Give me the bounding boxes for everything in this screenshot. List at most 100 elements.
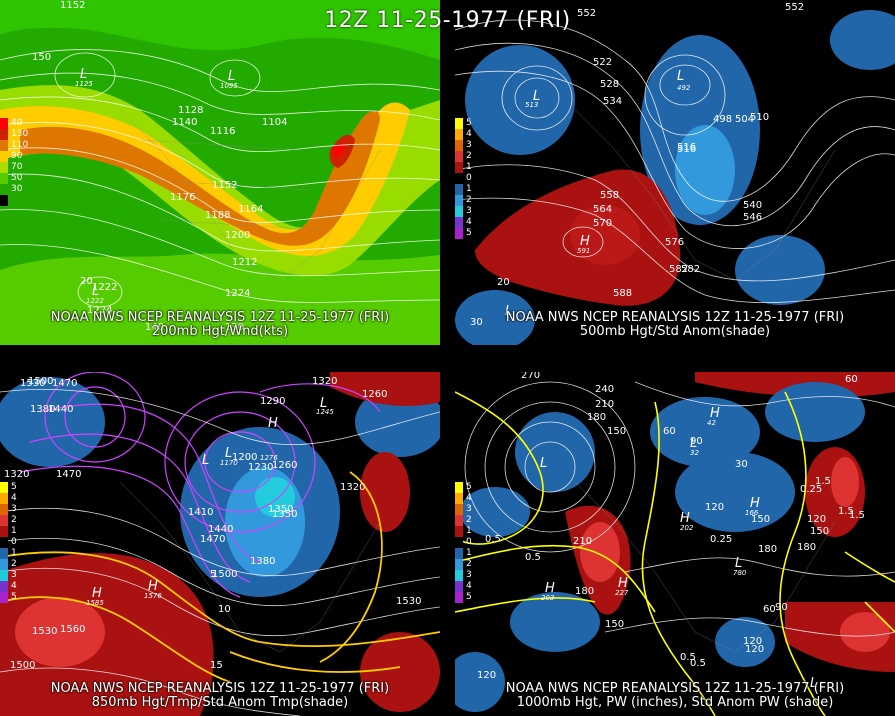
- contour-label: 1470: [52, 378, 77, 389]
- contour-label: 120: [705, 502, 724, 513]
- contour-label: 60: [845, 374, 858, 385]
- contour-label: 1440: [208, 524, 233, 535]
- low-value: 1222: [86, 297, 104, 305]
- legend-label: 2: [11, 559, 17, 569]
- panel-850mb: 1530 1500 1470 1440 1380 1290 1260 1320 1320 1200…: [0, 372, 440, 716]
- high-value: 166: [745, 509, 759, 517]
- legend-label: 3: [466, 570, 472, 580]
- contour-label: 1212: [232, 257, 257, 268]
- low-marker: L: [80, 67, 87, 82]
- contour-label: 1176: [170, 192, 195, 203]
- contour-label: 1260: [272, 460, 297, 471]
- legend-row: 2: [455, 559, 472, 570]
- contour-label: 1440: [48, 404, 73, 415]
- contour-label: 552: [577, 8, 596, 19]
- contour-label: 210: [595, 399, 614, 410]
- contour-label: 588: [613, 288, 632, 299]
- legend-swatch: [455, 526, 463, 537]
- high-marker: H: [580, 234, 590, 249]
- legend-row: 2: [455, 151, 472, 162]
- legend-label: 40: [11, 118, 23, 128]
- legend-swatch: [0, 515, 8, 526]
- contour-label: 150: [605, 619, 624, 630]
- legend-swatch: [455, 184, 463, 195]
- legend-swatch: [0, 162, 8, 173]
- contour-label: 1290: [260, 396, 285, 407]
- legend-label: 5: [466, 228, 472, 238]
- contour-label: 140: [145, 322, 164, 333]
- low-marker: L: [810, 676, 817, 691]
- contour-label: 0.5: [680, 652, 696, 663]
- legend-row: 3: [455, 504, 472, 515]
- contour-label: 1104: [262, 117, 287, 128]
- contour-label: 558: [600, 190, 619, 201]
- legend-row: 70: [0, 162, 28, 173]
- high-value: 1585: [86, 599, 104, 607]
- legend-label: 1: [466, 548, 472, 558]
- legend-swatch: [455, 493, 463, 504]
- contour-label: 1260: [362, 389, 387, 400]
- legend-row: 5: [455, 482, 472, 493]
- contour-label: 20: [497, 277, 510, 288]
- low-value: 492: [677, 84, 691, 92]
- low-marker: L: [690, 436, 697, 451]
- contour-label: 1116: [210, 126, 235, 137]
- legend-label: 0: [466, 173, 472, 183]
- legend-swatch: [455, 151, 463, 162]
- legend-swatch: [455, 217, 463, 228]
- legend-label: 1: [466, 162, 472, 172]
- legend-swatch: [0, 118, 8, 129]
- contour-label: 180: [758, 544, 777, 555]
- legend-label: 2: [466, 559, 472, 569]
- legend-swatch: [0, 140, 8, 151]
- legend-row: 3: [455, 570, 472, 581]
- caption-field: 1000mb Hgt, PW (inches), Std Anom PW (sh…: [516, 695, 834, 710]
- legend-swatch: [455, 118, 463, 129]
- low-value: 1125: [75, 80, 93, 88]
- contour-label: 1410: [188, 507, 213, 518]
- legend-label: 4: [11, 493, 17, 503]
- contour-label: 1380: [250, 556, 275, 567]
- contour-label: 1530: [396, 596, 421, 607]
- contour-label: 120: [743, 636, 762, 647]
- contour-label: 582: [681, 264, 700, 275]
- legend-row: 0: [455, 173, 472, 184]
- low-value: 1095: [220, 82, 238, 90]
- legend-row: 5: [455, 228, 472, 239]
- legend-swatch: [455, 581, 463, 592]
- low-marker: L: [92, 284, 99, 299]
- legend-row: 3: [0, 504, 17, 515]
- legend-swatch: [455, 206, 463, 217]
- contour-label: 1140: [172, 117, 197, 128]
- legend-label: 3: [11, 504, 17, 514]
- high-value: 591: [577, 247, 590, 255]
- legend-label: 3: [466, 206, 472, 216]
- legend-label: 3: [466, 140, 472, 150]
- legend-label: 2: [466, 195, 472, 205]
- legend-swatch: [0, 526, 8, 537]
- contour-label: 30: [735, 459, 748, 470]
- legend-row: 110: [0, 140, 28, 151]
- legend-label: 130: [11, 129, 29, 139]
- legend-swatch: [455, 129, 463, 140]
- legend-label: 3: [11, 570, 17, 580]
- legend-row: 2: [0, 515, 17, 526]
- caption-field: 850mb Hgt/Tmp/Std Anom Tmp(shade): [91, 695, 349, 710]
- legend-row: 5: [455, 592, 472, 603]
- legend-row: 1: [455, 162, 472, 173]
- contour-label: 10: [218, 604, 231, 615]
- low-marker: L: [225, 446, 232, 461]
- contour-label: 1350: [268, 504, 293, 515]
- legend-label: 2: [466, 515, 472, 525]
- legend-swatch: [0, 151, 8, 162]
- legend-swatch: [455, 162, 463, 173]
- contour-label: 270: [521, 372, 540, 381]
- contour-label: 210: [573, 536, 592, 547]
- high-marker: H: [268, 416, 278, 431]
- contour-label: 1320: [340, 482, 365, 493]
- contour-label: 1224: [87, 305, 112, 316]
